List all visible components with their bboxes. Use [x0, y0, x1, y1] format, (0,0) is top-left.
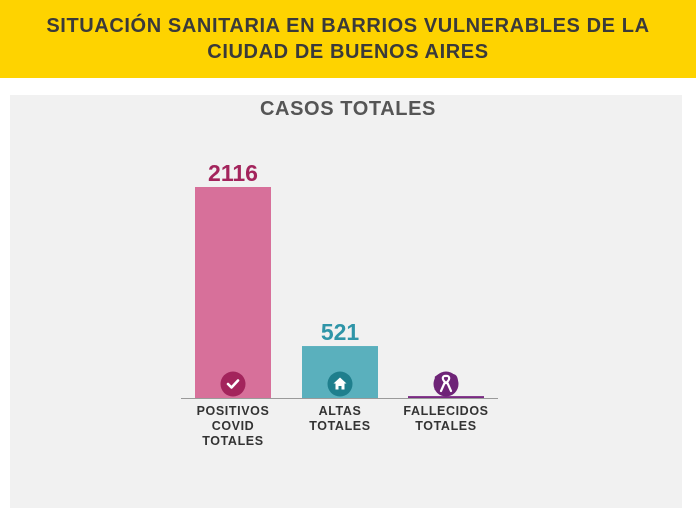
ribbon-icon: [433, 371, 459, 397]
tick-label-0-1: COVID: [212, 419, 255, 433]
page-title-line-2: CIUDAD DE BUENOS AIRES: [207, 41, 489, 63]
tick-label-2-0: FALLECIDOS: [403, 404, 488, 418]
tick-label-1-0: ALTAS: [319, 404, 362, 418]
chart-title: CASOS TOTALES: [260, 98, 436, 120]
page-title: SITUACIÓN SANITARIA EN BARRIOS VULNERABL…: [46, 13, 649, 65]
check-icon: [220, 371, 246, 397]
home-icon: [327, 371, 353, 397]
tick-label-1-1: TOTALES: [309, 419, 370, 433]
tick-label-2-1: TOTALES: [415, 419, 476, 433]
data-label-0: 2116: [208, 160, 258, 186]
tick-label-0-0: POSITIVOS: [197, 404, 270, 418]
header-banner: SITUACIÓN SANITARIA EN BARRIOS VULNERABL…: [0, 0, 696, 78]
bar-0: [195, 187, 271, 398]
chart-panel: [10, 95, 682, 508]
bar-2: [408, 396, 484, 398]
data-label-1: 521: [321, 319, 360, 345]
page-title-line-1: SITUACIÓN SANITARIA EN BARRIOS VULNERABL…: [46, 15, 650, 37]
tick-label-0-2: TOTALES: [202, 434, 263, 448]
